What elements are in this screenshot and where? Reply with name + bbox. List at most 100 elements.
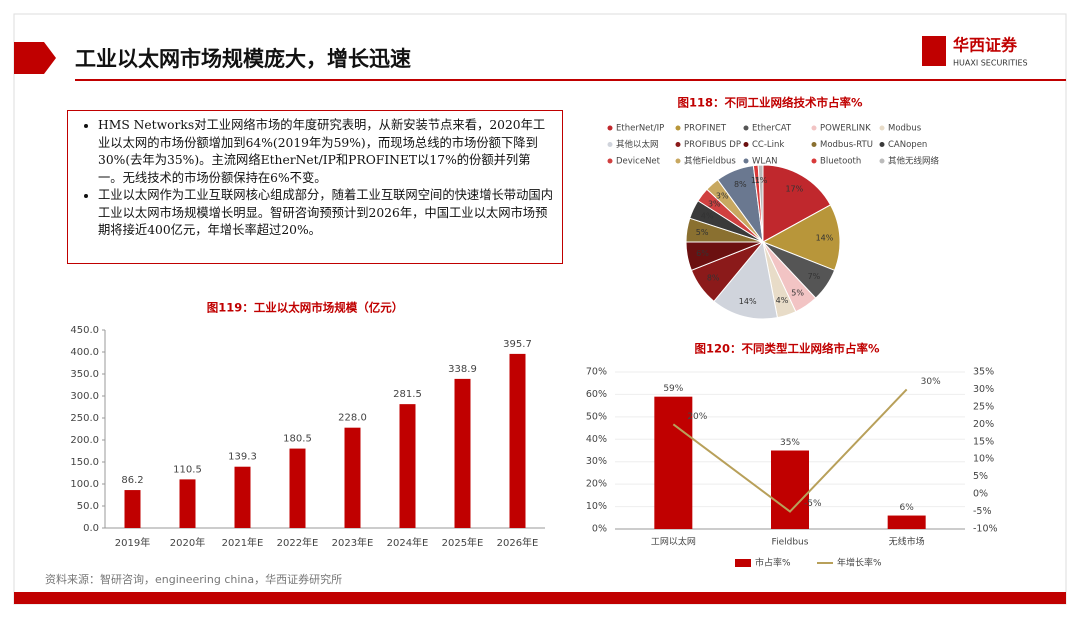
- y-tick-label: 50.0: [77, 501, 99, 512]
- bar: [289, 448, 306, 528]
- data-label: 6%: [696, 249, 709, 258]
- x-tick-label: Fieldbus: [772, 538, 809, 548]
- data-label: 14%: [739, 297, 757, 306]
- data-label: 5%: [791, 288, 804, 297]
- data-label: 8%: [707, 274, 720, 283]
- data-label: 1%: [755, 176, 768, 185]
- bar: [454, 378, 471, 528]
- title: 工业以太网市场规模庞大，增长迅速: [75, 47, 411, 71]
- data-label: 86.2: [121, 475, 143, 486]
- data-label: 17%: [785, 184, 803, 193]
- y-tick-label: 25%: [973, 401, 994, 412]
- logo-en: HUAXI SECURITIES: [953, 59, 1028, 68]
- pie-slice: [761, 204, 841, 271]
- header-mark: [14, 42, 56, 74]
- y-tick-label: 30%: [973, 384, 994, 395]
- legend-entry: CC-Link: [752, 140, 784, 150]
- data-label: 110.5: [173, 464, 202, 475]
- legend-swatch: [743, 125, 749, 131]
- y-tick-label: 400.0: [70, 347, 99, 358]
- legend-swatch: [607, 158, 613, 164]
- legend-entry: Modbus-RTU: [820, 140, 873, 150]
- y-tick-label: 50%: [586, 411, 607, 422]
- legend-swatch: [811, 125, 817, 131]
- data-label: 338.9: [448, 364, 477, 375]
- pie-slice: [757, 164, 764, 243]
- legend-swatch: [743, 158, 749, 164]
- data-label: 4%: [776, 296, 789, 305]
- legend-swatch: [735, 559, 751, 567]
- frame: [13, 13, 1067, 605]
- x-tick-label: 2025年E: [442, 536, 484, 549]
- legend-swatch: [675, 125, 681, 131]
- bar: [234, 466, 251, 528]
- bullet: 工业以太网作为工业互联网核心组成部分，随着工业互联网空间的快速增长带动国内工业以…: [98, 187, 554, 240]
- legend-swatch: [811, 142, 817, 147]
- data-label: 14%: [816, 234, 834, 243]
- logo-cn: 华西证券: [953, 36, 1018, 55]
- data-label: 4%: [701, 211, 714, 220]
- bullet: HMS Networks对工业网络市场的年度研究表明，从新安装节点来看，2020…: [98, 117, 554, 187]
- x-tick-label: 2024年E: [387, 536, 429, 549]
- y-tick-label: -5%: [973, 506, 992, 517]
- legend-entry: Bluetooth: [820, 157, 861, 167]
- y-tick-label: 250.0: [70, 413, 99, 424]
- data-label: 35%: [780, 438, 800, 448]
- footer-bar: [14, 592, 1066, 604]
- data-label: 3%: [716, 191, 729, 200]
- data-label: 180.5: [283, 434, 312, 445]
- x-tick-label: 2026年E: [497, 536, 539, 549]
- data-label: 281.5: [393, 389, 422, 400]
- legend-swatch: [879, 125, 885, 131]
- y-tick-label: 150.0: [70, 457, 99, 468]
- data-label: 139.3: [228, 452, 257, 463]
- y-tick-label: 300.0: [70, 391, 99, 402]
- x-tick-label: 2019年: [115, 536, 150, 549]
- legend-entry: PROFINET: [684, 124, 727, 134]
- legend-entry: Modbus: [888, 124, 922, 134]
- legend-swatch: [879, 158, 885, 164]
- y-tick-label: 450.0: [70, 325, 99, 336]
- x-tick-label: 2020年: [170, 536, 205, 549]
- legend-swatch: [811, 158, 817, 164]
- data-label: 20%: [687, 412, 707, 422]
- legend-entry: 市占率%: [755, 557, 791, 569]
- bar: [654, 396, 693, 529]
- legend-swatch: [607, 142, 613, 147]
- legend-entry: 其他无线网络: [888, 156, 940, 167]
- legend-entry: DeviceNet: [616, 157, 661, 167]
- legend-entry: WLAN: [752, 157, 778, 167]
- data-label: 7%: [808, 272, 821, 281]
- legend-entry: POWERLINK: [820, 124, 871, 134]
- y-tick-label: 350.0: [70, 369, 99, 380]
- bar: [124, 490, 141, 528]
- x-tick-label: 工网以太网: [651, 536, 696, 548]
- bar: [344, 427, 361, 528]
- legend-swatch: [675, 142, 681, 147]
- y-tick-label: 30%: [586, 456, 607, 467]
- data-label: 228.0: [338, 413, 367, 424]
- pie-slice: [713, 240, 779, 320]
- y-tick-label: 0.0: [83, 523, 99, 534]
- x-tick-label: 2021年E: [222, 536, 264, 549]
- y-tick-label: 200.0: [70, 435, 99, 446]
- y-tick-label: 40%: [586, 434, 607, 445]
- data-label: 30%: [921, 377, 941, 387]
- y-tick-label: 5%: [973, 471, 988, 482]
- legend-swatch: [607, 125, 613, 131]
- data-label: 1%: [751, 176, 764, 185]
- data-label: 5%: [696, 228, 709, 237]
- legend-entry: 其他以太网: [616, 139, 659, 150]
- data-label: 8%: [734, 180, 747, 189]
- x-tick-label: 2023年E: [332, 536, 374, 549]
- y-tick-label: 20%: [586, 479, 607, 490]
- bar: [887, 515, 926, 529]
- y-tick-label: 10%: [973, 454, 994, 465]
- legend-entry: 年增长率%: [837, 557, 882, 569]
- logo-icon: [922, 36, 946, 66]
- data-label: 3%: [708, 200, 721, 209]
- chart-title: 图120：不同类型工业网络市占率%: [694, 342, 880, 356]
- y-tick-label: 100.0: [70, 479, 99, 490]
